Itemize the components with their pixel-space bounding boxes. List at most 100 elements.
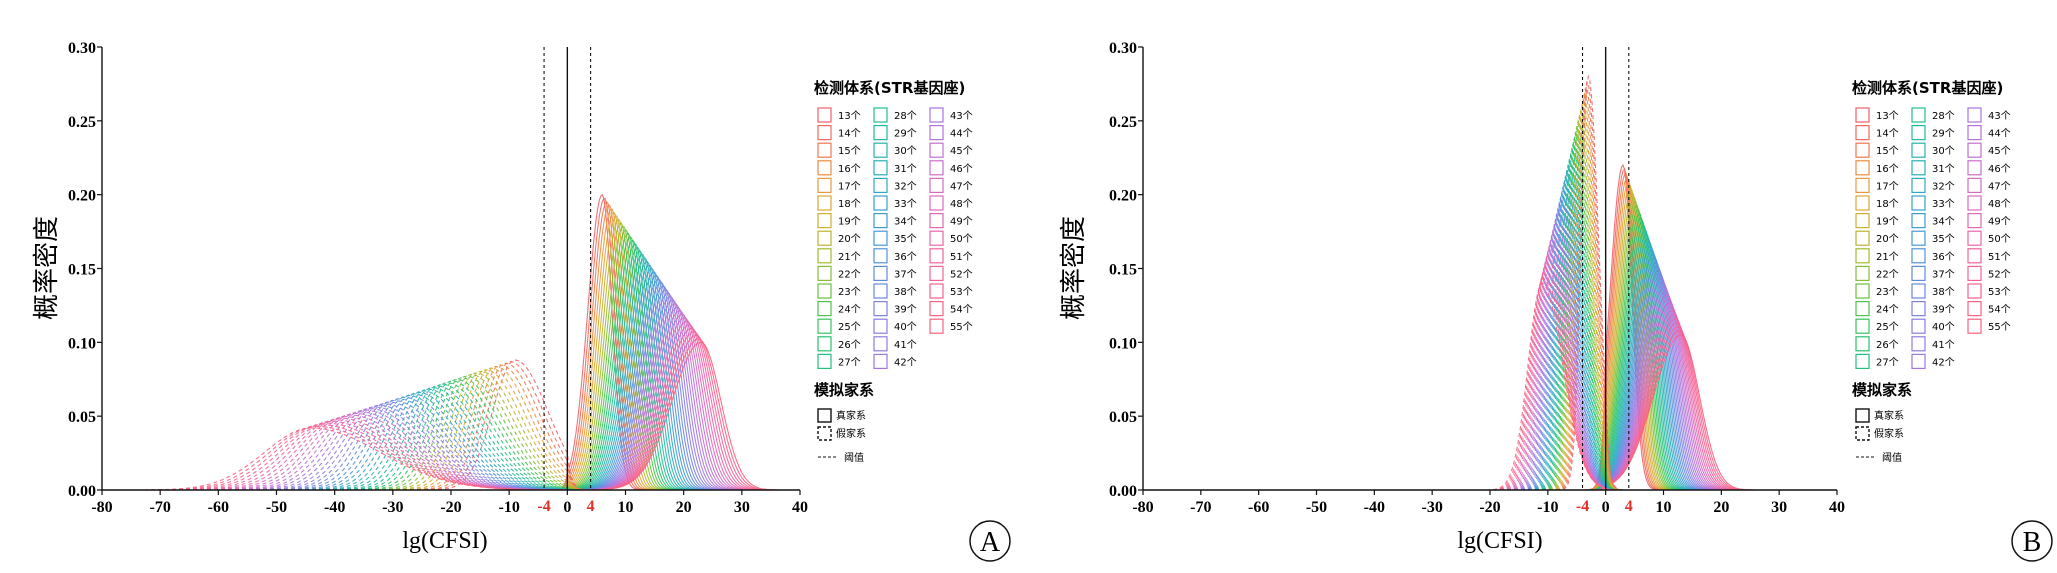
true-family-curve-17个 <box>1143 180 1837 491</box>
false-family-curve-50个 <box>1143 258 1837 491</box>
legend-item: 26个 <box>838 339 861 351</box>
legend-item: 15个 <box>838 145 861 157</box>
legend-swatch <box>1855 195 1870 211</box>
legend-swatch <box>929 265 944 281</box>
legend-swatch <box>1911 160 1926 176</box>
true-family-curve-22个 <box>1143 201 1837 491</box>
legend-swatch <box>1967 160 1982 176</box>
false-family-curve-28个 <box>1143 149 1837 491</box>
legend-item: 51个 <box>1988 251 2011 263</box>
legend-item: 25个 <box>1876 321 1899 333</box>
x-tick-label: -60 <box>208 499 229 516</box>
legend-item: 54个 <box>1988 304 2011 316</box>
false-family-curve-36个 <box>1143 189 1837 491</box>
x-tick-label: 40 <box>1829 499 1845 516</box>
false-family-curve-23个 <box>1143 125 1837 491</box>
legend-item: 55个 <box>950 321 973 333</box>
y-tick-label: 0.30 <box>68 40 96 57</box>
legend-swatch <box>1911 336 1926 352</box>
false-family-curve-24个 <box>1143 129 1837 491</box>
false-family-curve-52个 <box>1143 268 1837 491</box>
true-family-curve-23个 <box>1143 205 1837 491</box>
axes <box>101 47 800 491</box>
legend-swatch <box>817 353 832 369</box>
true-family-curve-32个 <box>1143 241 1837 491</box>
legend-item: 37个 <box>894 268 917 280</box>
legend-item: 44个 <box>1988 128 2011 140</box>
false-family-curve-44个 <box>1143 228 1837 491</box>
x-tick-label: -50 <box>266 499 287 516</box>
true-family-curve-21个 <box>102 222 800 491</box>
legend-swatch <box>817 301 832 317</box>
true-family-curve-39个 <box>1143 269 1837 491</box>
legend-item: 21个 <box>1876 251 1899 263</box>
legend-item: 38个 <box>1932 286 1955 298</box>
false-family-curve-40个 <box>1143 209 1837 491</box>
false-family-curve-28个 <box>102 383 800 491</box>
legend-item: 28个 <box>1932 110 1955 122</box>
true-family-curve-42个 <box>1143 281 1837 491</box>
legend-item: 29个 <box>894 128 917 140</box>
false-family-curve-22个 <box>1143 119 1837 491</box>
legend-swatch <box>1855 124 1870 141</box>
false-family-curve-16个 <box>102 364 800 491</box>
legend-swatch <box>1855 265 1870 281</box>
model-swatch <box>817 426 832 441</box>
false-family-curve-45个 <box>1143 233 1837 491</box>
false-family-curve-49个 <box>1143 253 1837 491</box>
true-family-curve-33个 <box>1143 245 1837 491</box>
legend-swatch <box>817 248 832 264</box>
true-family-curve-37个 <box>1143 261 1837 491</box>
legend-swatch <box>1967 265 1982 281</box>
legend-item: 42个 <box>894 356 917 368</box>
legend-swatch <box>1911 353 1926 369</box>
false-family-curve-26个 <box>1143 139 1837 491</box>
legend-swatch <box>1855 248 1870 264</box>
threshold-tick-label: 4 <box>1625 498 1633 515</box>
false-family-curve-41个 <box>1143 213 1837 491</box>
legend-swatch <box>929 213 944 229</box>
legend-item: 45个 <box>1988 145 2011 157</box>
legend-item: 53个 <box>1988 286 2011 298</box>
legend-item: 30个 <box>894 145 917 157</box>
y-axis-label: 概率密度 <box>1059 216 1089 320</box>
legend-swatch <box>1911 283 1926 299</box>
legend-swatch <box>1911 124 1926 141</box>
legend-item: 51个 <box>950 251 973 263</box>
true-family-curve-34个 <box>102 267 800 491</box>
legend-item: 34个 <box>894 216 917 228</box>
legend-swatch <box>929 160 944 176</box>
threshold-legend-label: 阈值 <box>844 451 864 464</box>
false-family-curve-39个 <box>102 401 800 491</box>
legend-swatch <box>929 301 944 317</box>
threshold-tick-label: 4 <box>587 498 595 515</box>
false-family-curve-30个 <box>1143 159 1837 491</box>
legend-swatch <box>817 142 832 158</box>
legend-item: 53个 <box>950 286 973 298</box>
legend-swatch <box>1911 213 1926 229</box>
legend-item: 23个 <box>1876 286 1899 298</box>
true-family-curve-48个 <box>1143 306 1837 491</box>
legend-swatch <box>1911 195 1926 211</box>
legend-swatch <box>1911 301 1926 317</box>
legend-swatch <box>873 336 888 352</box>
legend-item: 18个 <box>838 198 861 210</box>
x-tick-label: 0 <box>1602 499 1610 516</box>
model-item: 真家系 <box>1874 409 1904 422</box>
y-tick-label: 0.10 <box>1109 335 1137 352</box>
legend-item: 24个 <box>1876 304 1899 316</box>
legend-swatch <box>1967 107 1982 123</box>
legend-swatch <box>1911 177 1926 193</box>
legend-swatch <box>873 142 888 158</box>
legend-swatch <box>1855 353 1870 369</box>
true-family-curve-37个 <box>102 278 800 491</box>
false-family-curve-18个 <box>1143 100 1837 491</box>
legend-swatch <box>1967 230 1982 246</box>
legend-swatch <box>817 213 832 229</box>
legend-item: 55个 <box>1988 321 2011 333</box>
legend-item: 14个 <box>1876 128 1899 140</box>
x-tick-labels: -80 -70 -60 -50 -40 -30 -20 -10 0 10 20 30 40 -4 4 <box>91 490 808 516</box>
legend-swatch <box>873 353 888 369</box>
false-family-curve-29个 <box>1143 154 1837 491</box>
model-swatch <box>1855 426 1870 441</box>
